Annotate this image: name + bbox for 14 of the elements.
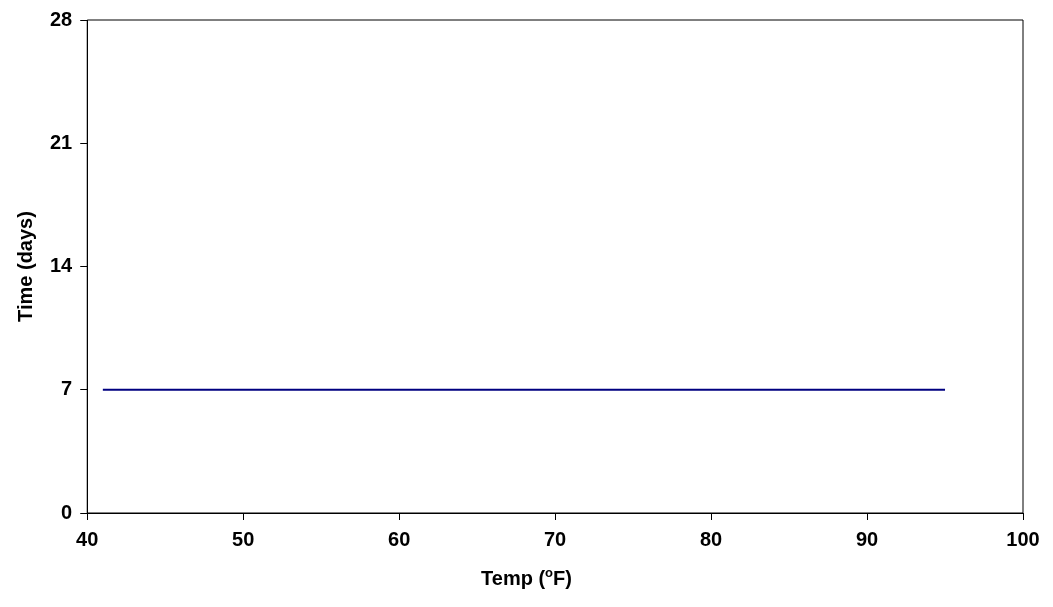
x-tick-label: 80 <box>699 527 723 550</box>
y-tick-label: 7 <box>61 377 73 400</box>
y-tick-label: 28 <box>50 7 73 30</box>
y-tick-label: 0 <box>61 500 73 523</box>
x-axis-title: Temp ($^{o}$F) <box>480 565 573 590</box>
x-tick-label: 100 <box>1006 527 1040 550</box>
x-tick-label: 90 <box>855 527 879 550</box>
y-axis-title: Time (days) <box>13 211 36 322</box>
x-tick-label: 70 <box>544 527 567 550</box>
y-tick-label: 14 <box>50 254 74 277</box>
x-tick-label: 40 <box>76 527 99 550</box>
x-tick-label: 50 <box>232 527 255 550</box>
y-tick-label: 21 <box>50 130 73 153</box>
x-tick-label: 60 <box>388 527 411 550</box>
